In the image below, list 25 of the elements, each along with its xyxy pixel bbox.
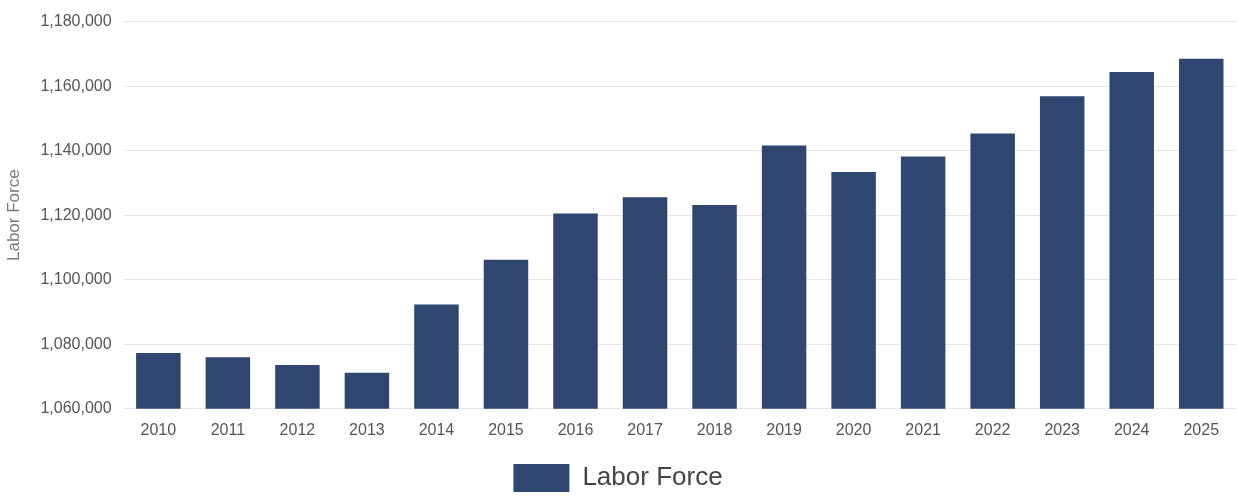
x-tick-label: 2015 (488, 420, 524, 438)
x-tick-label: 2025 (1183, 420, 1220, 438)
y-axis-title: Labor Force (3, 169, 23, 262)
x-tick-label: 2011 (210, 420, 246, 438)
x-tick-label: 2020 (835, 420, 872, 438)
y-tick-label: 1,080,000 (40, 334, 112, 352)
x-tick-label: 2012 (279, 420, 316, 438)
y-tick-label: 1,120,000 (40, 205, 112, 223)
y-tick-label: 1,060,000 (40, 399, 112, 417)
x-tick-label: 2013 (349, 420, 385, 438)
x-tick-label: 2016 (557, 420, 594, 438)
y-tick-label: 1,100,000 (40, 270, 112, 288)
x-tick-label: 2021 (905, 420, 942, 438)
legend-label: Labor Force (582, 461, 723, 492)
x-tick-label: 2023 (1044, 420, 1081, 438)
x-tick-label: 2010 (140, 420, 177, 438)
y-tick-label: 1,160,000 (40, 76, 112, 94)
y-tick-label: 1,140,000 (40, 141, 112, 159)
x-tick-label: 2018 (696, 420, 733, 438)
x-tick-label: 2017 (627, 420, 663, 438)
y-tick-label: 1,180,000 (40, 12, 112, 30)
x-tick-label: 2022 (974, 420, 1011, 438)
x-tick-label: 2024 (1113, 420, 1150, 438)
x-tick-label: 2014 (418, 420, 455, 438)
x-tick-label: 2019 (766, 420, 802, 438)
